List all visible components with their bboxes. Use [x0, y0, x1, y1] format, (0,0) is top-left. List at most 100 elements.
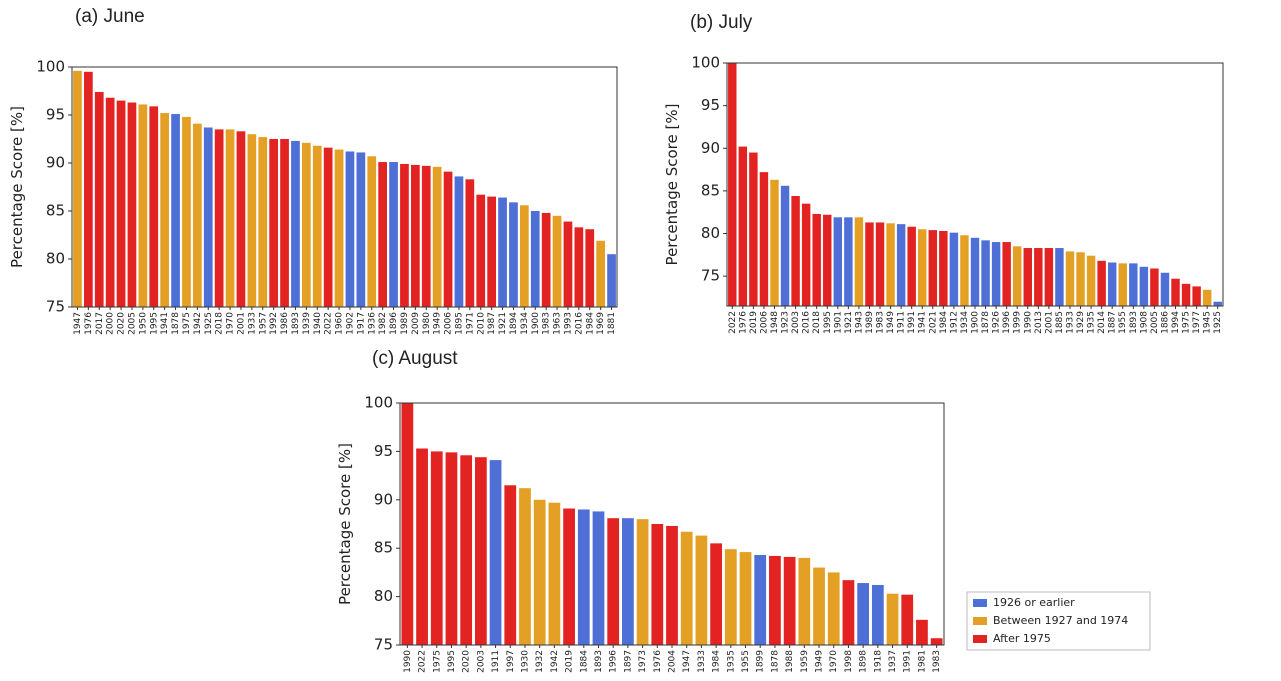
bar: [844, 217, 853, 306]
x-tick-label: 1970: [829, 650, 839, 673]
x-tick-label: 2006: [444, 312, 454, 335]
chart-title: (b) July: [690, 12, 753, 33]
y-tick-label: 95: [374, 442, 393, 460]
x-tick-label: 1983: [542, 312, 552, 335]
bar: [160, 113, 170, 307]
x-tick-label: 2005: [127, 312, 137, 335]
y-tick-label: 85: [46, 202, 65, 220]
bar: [1192, 286, 1201, 306]
bar: [182, 116, 191, 307]
bar: [563, 221, 573, 307]
x-tick-label: 1975: [432, 650, 442, 673]
x-tick-label: 1941: [918, 311, 928, 334]
bar: [533, 499, 546, 645]
x-tick-label: 1975: [182, 312, 192, 335]
bar: [857, 583, 870, 645]
bar: [812, 213, 821, 306]
bar: [574, 227, 584, 307]
x-tick-label: 1935: [1087, 311, 1097, 334]
x-tick-label: 1936: [367, 312, 377, 335]
x-tick-label: 1942: [550, 650, 560, 673]
bar: [563, 508, 575, 645]
bar: [474, 457, 487, 645]
x-tick-label: 1984: [712, 650, 722, 673]
x-tick-label: 1984: [939, 311, 949, 334]
bar: [842, 580, 855, 645]
bar: [666, 525, 678, 645]
legend-label: Between 1927 and 1974: [993, 614, 1128, 627]
x-tick-label: 1923: [781, 311, 791, 334]
y-tick-label: 100: [364, 394, 393, 412]
x-tick-label: 1917: [356, 312, 366, 335]
x-tick-label: 1900: [531, 312, 541, 335]
bar: [783, 556, 796, 645]
x-tick-label: 2001: [236, 312, 246, 335]
bar: [1171, 278, 1180, 306]
x-tick-label: 1960: [335, 312, 345, 335]
x-tick-label: 1992: [269, 312, 279, 335]
x-tick-label: 1996: [609, 650, 619, 673]
x-tick-label: 1973: [638, 650, 648, 673]
x-tick-label: 1878: [981, 311, 991, 334]
bar: [724, 549, 737, 645]
x-tick-label: 1949: [433, 312, 443, 335]
bar: [833, 217, 843, 306]
x-tick-label: 1991: [903, 650, 913, 673]
bar: [443, 171, 453, 307]
bar: [432, 166, 442, 307]
bar: [504, 485, 517, 645]
x-tick-label: 1949: [886, 311, 896, 334]
bar: [865, 222, 874, 306]
bar: [759, 172, 769, 306]
x-tick-label: 2013: [1034, 311, 1044, 334]
x-tick-label: 1899: [756, 650, 766, 673]
bar: [519, 488, 531, 645]
x-tick-label: 1932: [535, 650, 545, 673]
x-tick-label: 2019: [749, 311, 759, 334]
bar: [592, 511, 605, 645]
bar: [356, 152, 366, 307]
bar: [728, 63, 737, 306]
y-tick-label: 85: [374, 539, 393, 557]
bar: [871, 584, 884, 645]
x-tick-label: 1878: [770, 650, 780, 673]
x-tick-label: 1975: [1182, 311, 1192, 334]
x-tick-label: 1988: [785, 650, 795, 673]
x-tick-label: 1969: [596, 312, 606, 335]
bar: [138, 104, 148, 307]
bar: [541, 212, 551, 307]
x-tick-label: 2014: [1097, 311, 1107, 334]
bar: [258, 137, 268, 307]
bar: [1118, 263, 1127, 306]
x-tick-label: 2018: [812, 311, 822, 334]
x-tick-label: 1993: [563, 312, 573, 335]
x-tick-label: 1995: [447, 650, 457, 673]
x-tick-label: 1894: [509, 312, 519, 335]
x-tick-label: 2005: [1150, 311, 1160, 334]
y-tick-label: 80: [701, 224, 720, 242]
bar: [886, 223, 895, 306]
x-tick-label: 1945: [1203, 311, 1213, 334]
x-tick-label: 1911: [897, 311, 907, 334]
bar: [465, 179, 475, 307]
x-tick-label: 1878: [171, 312, 181, 335]
bar: [460, 455, 473, 645]
bar: [73, 70, 82, 307]
bar: [509, 202, 518, 307]
x-tick-label: 1925: [204, 312, 214, 335]
bar: [960, 235, 969, 306]
y-axis-label: Percentage Score [%]: [663, 104, 681, 266]
x-tick-label: 2010: [476, 312, 486, 335]
bar: [607, 518, 620, 645]
bar: [416, 448, 428, 645]
x-tick-label: 1939: [302, 312, 312, 335]
bar: [981, 240, 990, 306]
bar: [577, 509, 590, 645]
x-tick-label: 1950: [138, 312, 148, 335]
bar: [445, 452, 458, 645]
bar: [769, 555, 781, 645]
x-tick-label: 1887: [1108, 311, 1118, 334]
bar: [83, 71, 93, 307]
x-tick-label: 1908: [1139, 311, 1149, 334]
